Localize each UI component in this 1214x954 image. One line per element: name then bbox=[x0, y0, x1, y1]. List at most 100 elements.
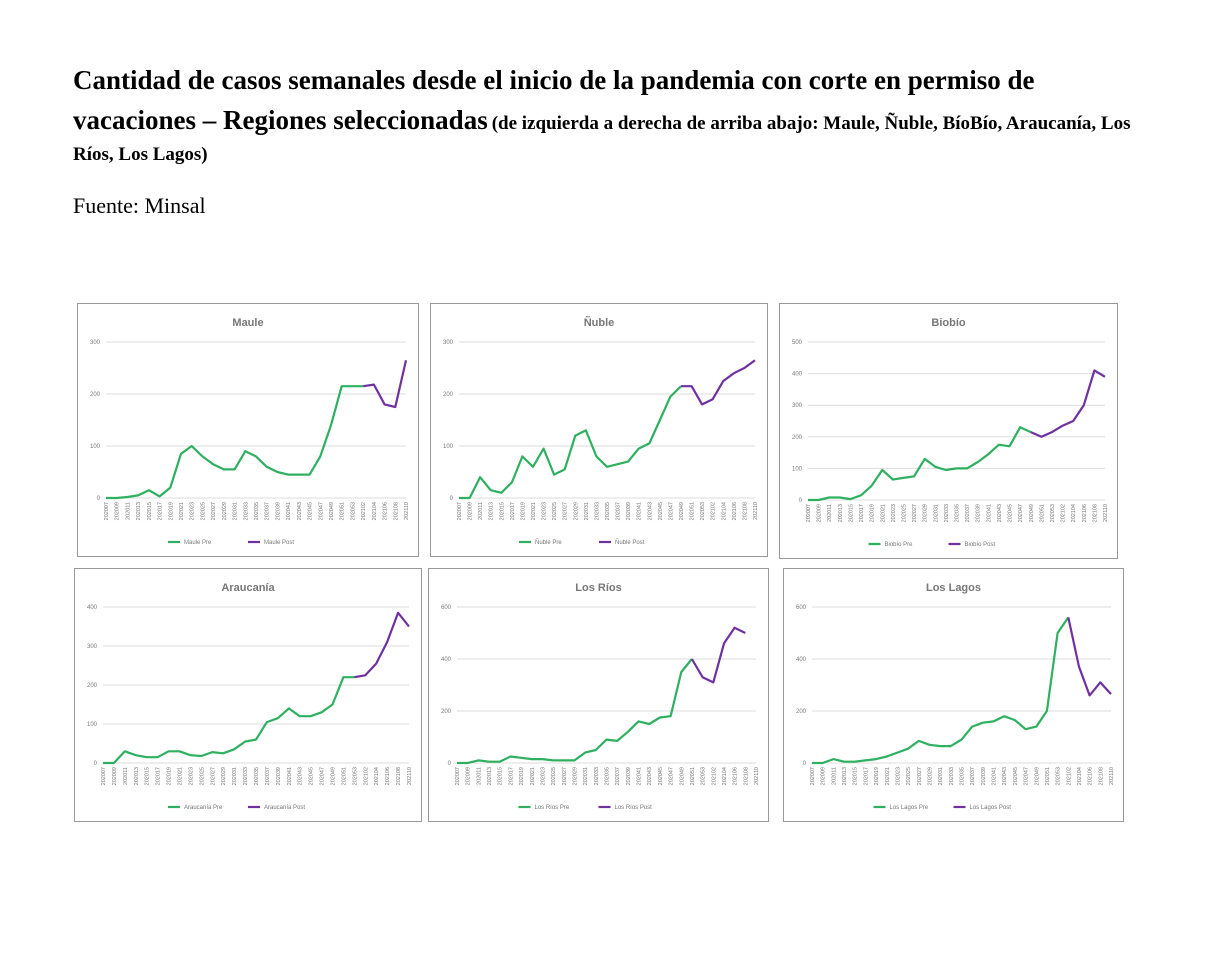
x-tick-label: 202041 bbox=[287, 767, 293, 785]
x-tick-label: 202037 bbox=[965, 504, 971, 522]
x-tick-label: 202110 bbox=[404, 502, 410, 520]
x-tick-label: 202035 bbox=[955, 504, 961, 522]
chart-svg: Biobío 0 100 200 300 400 500 202007 202009 202011… bbox=[792, 317, 1109, 548]
x-tick-label: 202041 bbox=[992, 767, 998, 785]
x-tick-label: 202051 bbox=[690, 767, 696, 785]
chart: Biobío 0 100 200 300 400 500 202007 202009 202011… bbox=[779, 303, 1118, 559]
y-tick-label: 200 bbox=[792, 435, 803, 441]
x-tick-label: 202043 bbox=[997, 504, 1003, 522]
x-tick-label: 202035 bbox=[605, 767, 611, 785]
title: Cantidad de casos semanales desde el ini… bbox=[73, 65, 1035, 135]
x-tick-label: 202051 bbox=[1045, 767, 1051, 785]
chart-title: Maule bbox=[232, 317, 263, 329]
x-tick-label: 202041 bbox=[637, 502, 643, 520]
x-tick-label: 202047 bbox=[669, 767, 675, 785]
y-tick-label: 300 bbox=[443, 340, 454, 346]
x-tick-label: 202047 bbox=[318, 502, 324, 520]
header: Cantidad de casos semanales desde el ini… bbox=[73, 60, 1153, 170]
x-tick-label: 202045 bbox=[658, 767, 664, 785]
x-tick-label: 202009 bbox=[821, 767, 827, 785]
y-tick-label: 200 bbox=[443, 392, 454, 398]
x-tick-label: 202013 bbox=[842, 767, 848, 785]
line-series bbox=[808, 426, 1032, 502]
x-tick-label: 202035 bbox=[254, 767, 260, 785]
x-tick-label: 202029 bbox=[221, 767, 227, 785]
x-tick-label: 202106 bbox=[732, 502, 738, 520]
x-tick-label: 202047 bbox=[1024, 767, 1030, 785]
x-tick-label: 202025 bbox=[906, 767, 912, 785]
x-tick-label: 202031 bbox=[938, 767, 944, 785]
x-tick-label: 202021 bbox=[885, 767, 891, 785]
x-tick-label: 202045 bbox=[658, 502, 664, 520]
x-tick-label: 202108 bbox=[396, 767, 402, 785]
x-tick-label: 202029 bbox=[573, 502, 579, 520]
x-tick-label: 202033 bbox=[949, 767, 955, 785]
x-tick-label: 202033 bbox=[594, 767, 600, 785]
x-tick-label: 202110 bbox=[407, 767, 413, 785]
y-tick-label: 200 bbox=[90, 392, 101, 398]
x-tick-label: 202039 bbox=[626, 767, 632, 785]
y-tick-label: 400 bbox=[796, 657, 807, 663]
x-tick-label: 202027 bbox=[211, 502, 217, 520]
y-tick-label: 0 bbox=[97, 496, 101, 502]
legend-label: Ñuble Pre bbox=[535, 539, 562, 546]
x-tick-label: 202019 bbox=[168, 502, 174, 520]
x-tick-label: 202025 bbox=[551, 767, 557, 785]
x-tick-label: 202104 bbox=[372, 502, 378, 520]
x-tick-label: 202015 bbox=[499, 502, 505, 520]
y-tick-label: 0 bbox=[799, 498, 803, 504]
x-tick-label: 202053 bbox=[350, 502, 356, 520]
x-tick-label: 202007 bbox=[101, 767, 107, 785]
x-tick-label: 202108 bbox=[1092, 504, 1098, 522]
legend-label: Araucanía Pre bbox=[184, 805, 223, 811]
legend-label: Los Ríos Pre bbox=[535, 805, 570, 811]
line-series bbox=[1030, 369, 1106, 438]
x-tick-label: 202102 bbox=[711, 502, 717, 520]
x-tick-label: 202051 bbox=[1039, 504, 1045, 522]
x-tick-label: 202033 bbox=[944, 504, 950, 522]
x-tick-label: 202108 bbox=[393, 502, 399, 520]
x-tick-label: 202017 bbox=[508, 767, 514, 785]
x-tick-label: 202039 bbox=[275, 502, 281, 520]
x-tick-label: 202106 bbox=[733, 767, 739, 785]
x-tick-label: 202033 bbox=[243, 502, 249, 520]
x-tick-label: 202035 bbox=[605, 502, 611, 520]
x-tick-label: 202031 bbox=[583, 767, 589, 785]
y-tick-label: 400 bbox=[87, 605, 98, 611]
x-tick-label: 202041 bbox=[286, 502, 292, 520]
y-tick-label: 400 bbox=[792, 372, 803, 378]
x-tick-label: 202047 bbox=[1018, 504, 1024, 522]
y-tick-label: 200 bbox=[796, 709, 807, 715]
x-tick-label: 202053 bbox=[352, 767, 358, 785]
x-tick-label: 202029 bbox=[222, 502, 228, 520]
x-tick-label: 202037 bbox=[616, 502, 622, 520]
chart-title: Ñuble bbox=[584, 316, 615, 329]
y-tick-label: 300 bbox=[87, 644, 98, 650]
y-tick-label: 0 bbox=[803, 761, 807, 767]
x-tick-label: 202051 bbox=[690, 502, 696, 520]
x-tick-label: 202015 bbox=[147, 502, 153, 520]
x-tick-label: 202104 bbox=[1077, 767, 1083, 785]
x-tick-label: 202019 bbox=[870, 504, 876, 522]
chart: Araucanía 0 100 200 300 400 202007 202009 202011… bbox=[74, 568, 422, 822]
x-tick-label: 202017 bbox=[510, 502, 516, 520]
x-tick-label: 202110 bbox=[753, 502, 759, 520]
x-tick-label: 202102 bbox=[1061, 504, 1067, 522]
x-tick-label: 202104 bbox=[722, 767, 728, 785]
legend-label: Araucanía Post bbox=[264, 805, 305, 811]
chart-title: Araucanía bbox=[221, 582, 275, 594]
line-series bbox=[362, 359, 408, 409]
x-tick-label: 202043 bbox=[647, 767, 653, 785]
x-tick-label: 202011 bbox=[123, 767, 129, 785]
x-tick-label: 202021 bbox=[530, 767, 536, 785]
y-tick-label: 500 bbox=[792, 340, 803, 346]
x-tick-label: 202023 bbox=[542, 502, 548, 520]
x-tick-label: 202043 bbox=[647, 502, 653, 520]
x-tick-label: 202009 bbox=[112, 767, 118, 785]
x-tick-label: 202025 bbox=[200, 502, 206, 520]
x-tick-label: 202039 bbox=[976, 504, 982, 522]
x-tick-label: 202013 bbox=[136, 502, 142, 520]
x-tick-label: 202011 bbox=[827, 504, 833, 522]
x-tick-label: 202027 bbox=[562, 767, 568, 785]
line-series bbox=[103, 676, 355, 765]
